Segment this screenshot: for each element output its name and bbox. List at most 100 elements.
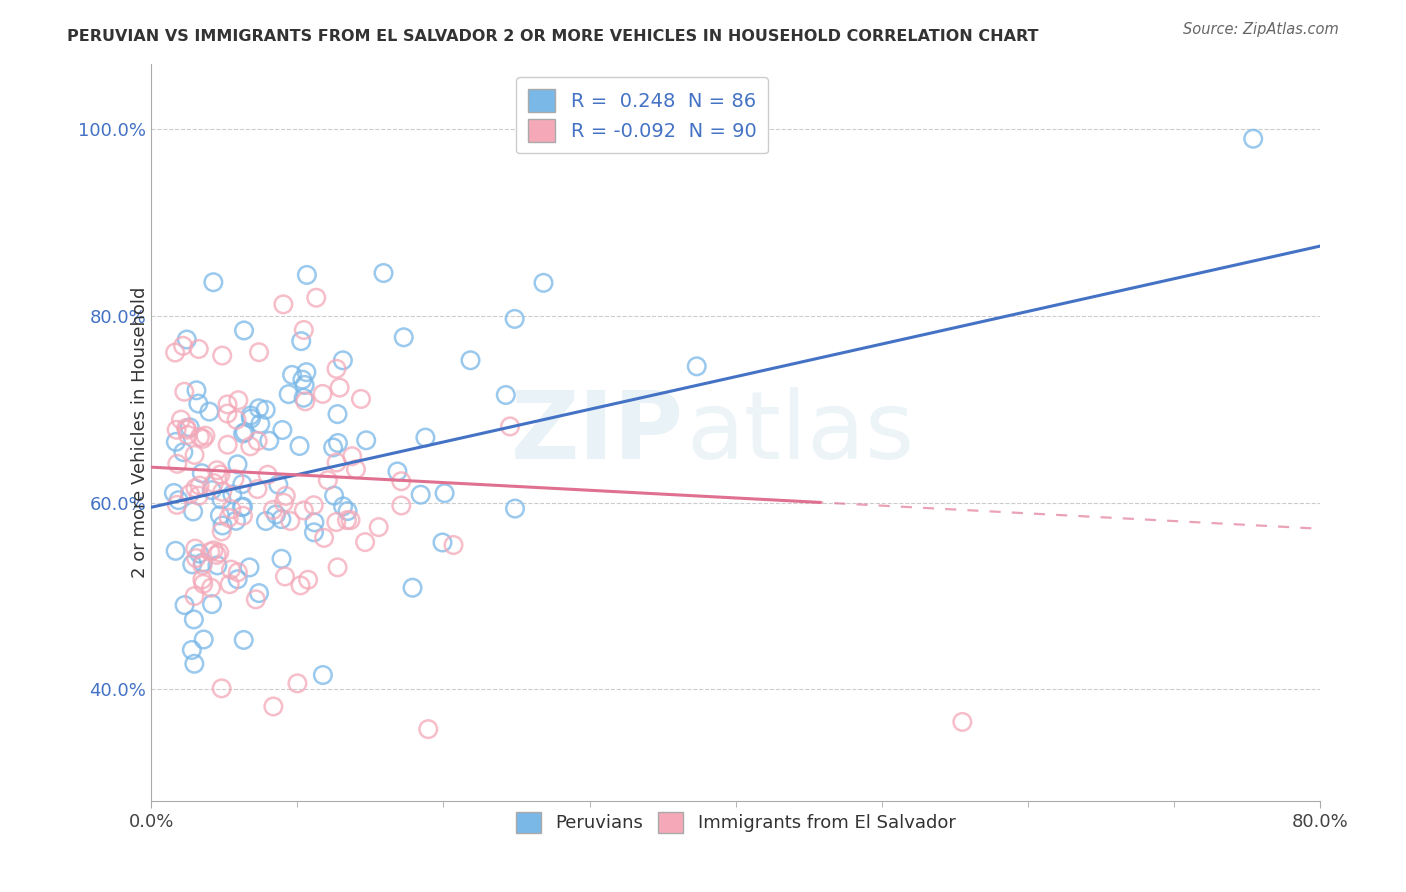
Point xyxy=(326,407,349,421)
Point xyxy=(339,513,361,527)
Point xyxy=(193,577,215,591)
Point xyxy=(166,498,188,512)
Point xyxy=(409,488,432,502)
Point xyxy=(312,531,335,545)
Point xyxy=(167,493,190,508)
Point xyxy=(179,420,201,434)
Point xyxy=(239,439,262,453)
Point xyxy=(311,387,333,401)
Point xyxy=(221,502,243,516)
Point xyxy=(295,268,318,282)
Point xyxy=(245,592,267,607)
Point xyxy=(217,407,239,421)
Point xyxy=(332,353,354,368)
Point xyxy=(188,547,211,561)
Point xyxy=(267,477,290,491)
Point xyxy=(325,456,347,470)
Point xyxy=(239,409,262,423)
Point xyxy=(165,345,187,359)
Point xyxy=(259,434,281,448)
Point xyxy=(165,544,187,558)
Point xyxy=(240,411,263,425)
Point xyxy=(271,423,294,437)
Point xyxy=(354,535,377,549)
Point xyxy=(202,476,225,491)
Point xyxy=(187,489,209,503)
Point xyxy=(181,504,204,518)
Point xyxy=(273,496,295,510)
Point xyxy=(217,438,239,452)
Point xyxy=(373,266,395,280)
Point xyxy=(332,500,354,514)
Point xyxy=(389,475,412,489)
Point xyxy=(184,551,207,566)
Point xyxy=(218,510,240,524)
Point xyxy=(187,396,209,410)
Point xyxy=(232,508,254,523)
Point xyxy=(323,489,346,503)
Point xyxy=(179,487,201,501)
Point xyxy=(201,597,224,611)
Point xyxy=(207,558,229,573)
Point xyxy=(277,387,299,401)
Point xyxy=(191,556,214,570)
Point xyxy=(291,373,314,387)
Point xyxy=(254,514,277,528)
Point xyxy=(292,503,315,517)
Point xyxy=(232,632,254,647)
Point xyxy=(183,589,205,603)
Point xyxy=(262,503,284,517)
Point xyxy=(326,560,349,574)
Point xyxy=(184,481,207,495)
Point xyxy=(292,323,315,337)
Point xyxy=(226,572,249,586)
Point xyxy=(270,551,292,566)
Point xyxy=(256,467,278,482)
Point xyxy=(297,573,319,587)
Point xyxy=(209,467,232,482)
Point xyxy=(312,668,335,682)
Point xyxy=(181,558,204,572)
Point xyxy=(302,498,325,512)
Point xyxy=(170,412,193,426)
Point xyxy=(287,676,309,690)
Text: atlas: atlas xyxy=(686,386,915,479)
Point xyxy=(274,489,297,503)
Point xyxy=(433,486,456,500)
Point xyxy=(686,359,709,374)
Point xyxy=(232,426,254,441)
Text: ZIP: ZIP xyxy=(510,386,683,479)
Point xyxy=(336,513,359,527)
Point xyxy=(186,384,208,398)
Point xyxy=(329,380,352,394)
Point xyxy=(281,368,304,382)
Point xyxy=(194,428,217,442)
Point xyxy=(254,402,277,417)
Point xyxy=(238,560,260,574)
Point xyxy=(294,394,316,409)
Point xyxy=(174,421,197,435)
Point xyxy=(418,722,440,736)
Point xyxy=(295,365,318,379)
Point xyxy=(460,353,482,368)
Point xyxy=(247,401,270,416)
Point xyxy=(202,543,225,558)
Point xyxy=(188,430,211,444)
Point xyxy=(217,397,239,411)
Point xyxy=(340,449,363,463)
Point xyxy=(344,462,367,476)
Point xyxy=(336,504,359,518)
Point xyxy=(350,392,373,406)
Point xyxy=(183,612,205,626)
Point xyxy=(211,492,233,507)
Point xyxy=(290,578,312,592)
Point xyxy=(211,484,233,499)
Point xyxy=(1241,132,1264,146)
Point xyxy=(172,445,194,459)
Point xyxy=(226,458,249,472)
Point xyxy=(165,434,187,449)
Point xyxy=(166,423,188,437)
Point xyxy=(225,413,247,427)
Point xyxy=(163,486,186,500)
Y-axis label: 2 or more Vehicles in Household: 2 or more Vehicles in Household xyxy=(131,287,149,578)
